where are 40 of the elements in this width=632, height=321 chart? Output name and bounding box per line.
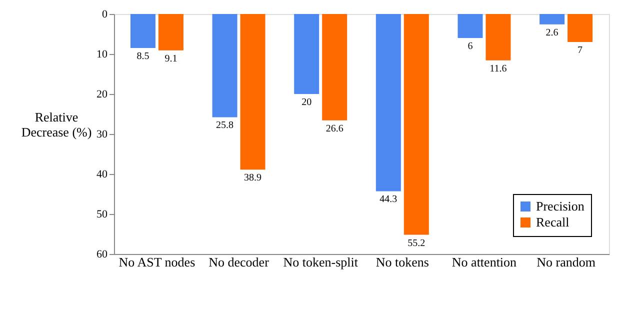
data-label: 20: [302, 97, 312, 108]
bar: [240, 14, 266, 170]
bar: [294, 14, 320, 94]
y-tick-label: 10: [96, 48, 108, 60]
y-axis-title: Relative Decrease (%): [21, 110, 92, 140]
bar: [158, 14, 184, 50]
x-tick-label: No token-split: [283, 254, 358, 270]
bar: [458, 14, 483, 38]
data-label: 38.9: [244, 172, 262, 184]
bar: [130, 14, 156, 48]
x-tick-label: No decoder: [208, 254, 270, 270]
bar: [486, 14, 511, 60]
bar: [540, 14, 565, 24]
data-label: 6: [468, 41, 473, 52]
data-label: 11.6: [490, 63, 507, 74]
y-tick-label: 40: [96, 168, 108, 180]
x-tick-label: No attention: [452, 254, 518, 270]
y-tick-label: 20: [96, 88, 108, 100]
x-tick-label: No tokens: [376, 254, 429, 270]
data-label: 7: [578, 45, 583, 56]
y-tick-label: 0: [102, 8, 108, 20]
x-tick-label: No AST nodes: [118, 254, 196, 270]
y-tick-label: 50: [96, 208, 108, 220]
bar: [376, 14, 401, 192]
bar: [212, 14, 238, 118]
bar: [322, 14, 348, 120]
bar: [568, 14, 593, 42]
x-tick-label: No random: [536, 254, 596, 270]
data-label: 2.6: [546, 27, 558, 38]
data-label: 9.1: [164, 53, 178, 64]
data-label: 44.3: [380, 194, 398, 206]
legend-label: Precision: [536, 198, 585, 214]
data-label: 8.5: [136, 51, 150, 62]
data-label: 26.6: [326, 123, 344, 134]
data-label: 55.2: [408, 238, 426, 249]
y-tick-label: 30: [96, 128, 108, 140]
data-label: 25.8: [216, 120, 234, 132]
y-tick-label: 60: [96, 248, 108, 260]
legend-label: Recall: [536, 214, 570, 230]
bar: [404, 14, 429, 235]
